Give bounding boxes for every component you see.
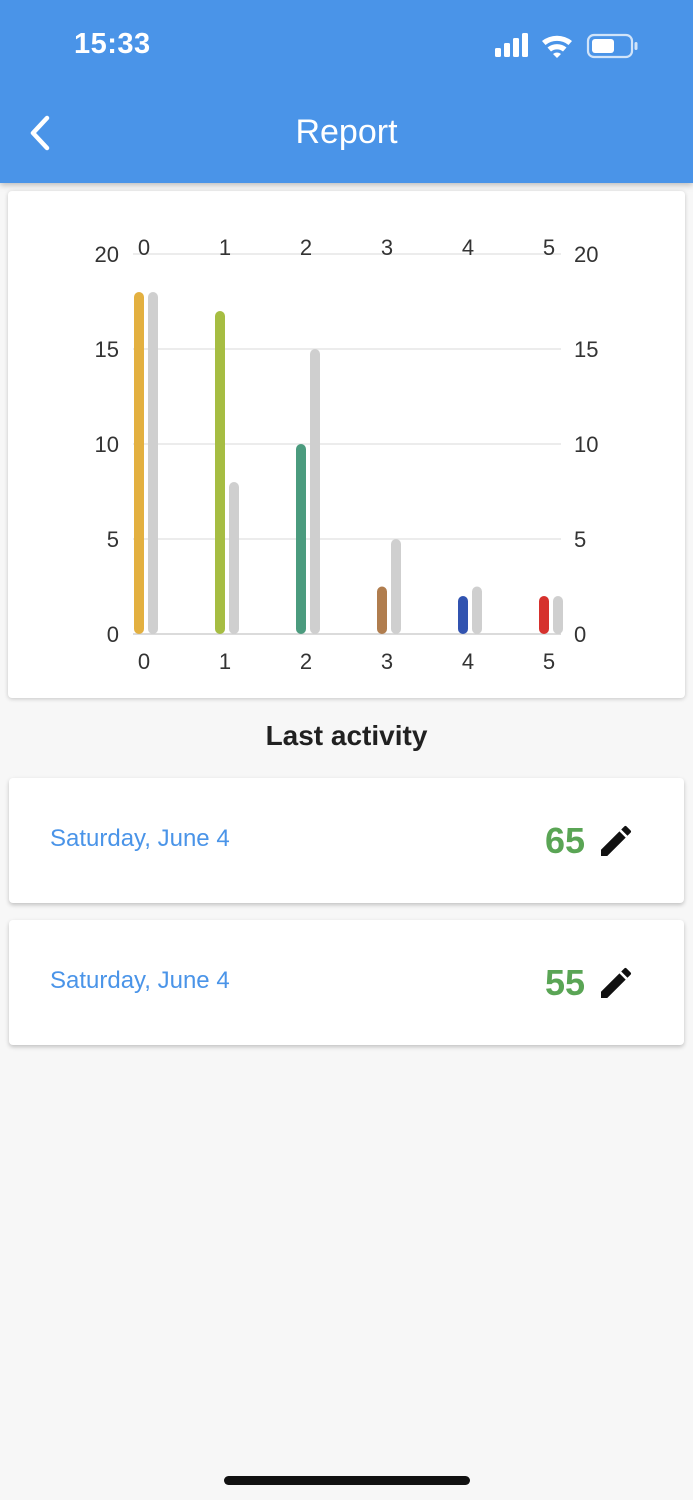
y-tick-label-right: 20 xyxy=(574,242,598,267)
chart-bar xyxy=(539,596,549,634)
x-tick-label: 5 xyxy=(543,649,555,674)
chart-bar xyxy=(391,539,401,634)
section-title: Last activity xyxy=(265,720,428,751)
status-icons xyxy=(489,30,649,62)
activity-score: 65 xyxy=(544,820,585,861)
y-tick-label: 15 xyxy=(95,337,119,362)
activity-score: 55 xyxy=(544,962,585,1003)
x-tick-label: 1 xyxy=(219,649,231,674)
chart-bar xyxy=(134,292,144,634)
x-tick-label-top: 3 xyxy=(381,235,393,260)
activity-date: Saturday, June 4 xyxy=(50,825,230,852)
y-tick-label-right: 0 xyxy=(574,622,586,647)
app-bar: 15:33 Report xyxy=(0,0,693,183)
activity-card[interactable]: Saturday, June 4 55 xyxy=(9,920,684,1045)
y-tick-label: 5 xyxy=(107,527,119,552)
y-tick-label: 0 xyxy=(107,622,119,647)
status-time: 15:33 xyxy=(74,28,151,60)
y-tick-label-right: 5 xyxy=(574,527,586,552)
chart-bar xyxy=(458,596,468,634)
x-tick-label-top: 2 xyxy=(300,235,312,260)
activity-date: Saturday, June 4 xyxy=(50,967,230,994)
cellular-signal-icon xyxy=(495,33,528,57)
x-tick-label: 2 xyxy=(300,649,312,674)
chart-bar xyxy=(148,292,158,634)
chevron-left-icon xyxy=(30,115,50,151)
y-tick-label: 20 xyxy=(95,242,119,267)
x-tick-label: 3 xyxy=(381,649,393,674)
activity-card[interactable]: Saturday, June 4 65 xyxy=(9,778,684,903)
chart-bar xyxy=(377,586,387,634)
page-title: Report xyxy=(295,113,398,151)
edit-button[interactable] xyxy=(596,963,636,1003)
y-tick-label-right: 10 xyxy=(574,432,598,457)
wifi-icon xyxy=(542,35,572,58)
chart-card: 0 0 5 5 10 10 15 15 20 20 0 0 1 1 2 2 3 3 4 4 5 5 xyxy=(8,191,685,698)
chart-bar xyxy=(296,444,306,634)
x-tick-label-top: 5 xyxy=(543,235,555,260)
y-tick-label: 10 xyxy=(95,432,119,457)
edit-button[interactable] xyxy=(596,821,636,861)
chart-bar xyxy=(472,586,482,634)
x-tick-label-top: 1 xyxy=(219,235,231,260)
battery-icon xyxy=(586,33,638,59)
chart-bar xyxy=(553,596,563,634)
chart-bar xyxy=(215,311,225,634)
chart-bar xyxy=(310,349,320,634)
pencil-icon xyxy=(601,967,632,998)
x-tick-label-top: 0 xyxy=(138,235,150,260)
pencil-icon xyxy=(601,825,632,856)
back-button[interactable] xyxy=(18,108,62,158)
x-tick-label: 4 xyxy=(462,649,474,674)
chart-bar xyxy=(229,482,239,634)
home-indicator xyxy=(224,1476,470,1485)
x-tick-label-top: 4 xyxy=(462,235,474,260)
x-tick-label: 0 xyxy=(138,649,150,674)
y-tick-label-right: 15 xyxy=(574,337,598,362)
